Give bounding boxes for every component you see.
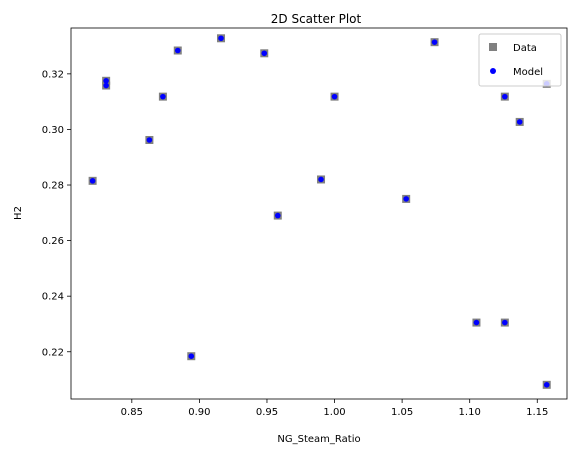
model-point — [146, 137, 153, 143]
y-tick-label: 0.32 — [42, 69, 64, 80]
y-tick-label: 0.22 — [42, 347, 64, 358]
x-tick-label: 1.15 — [526, 407, 548, 418]
model-point — [318, 176, 324, 183]
model-point — [261, 50, 268, 57]
x-tick-label: 0.90 — [188, 407, 210, 418]
legend-data-label: Data — [513, 43, 537, 54]
y-tick-label: 0.28 — [42, 181, 64, 192]
x-axis: 0.85 0.90 0.95 1.00 1.05 1.10 1.15 — [121, 399, 548, 418]
legend-box — [478, 33, 562, 87]
model-point — [274, 212, 281, 219]
y-tick-label: 0.24 — [42, 292, 64, 303]
legend-data-marker — [489, 43, 497, 51]
legend-model-label: Model — [513, 67, 543, 78]
model-point — [502, 93, 508, 100]
model-point — [403, 196, 409, 202]
model-point — [103, 78, 109, 84]
model-point — [473, 319, 480, 326]
model-series — [89, 35, 550, 388]
x-tick-label: 0.85 — [121, 407, 143, 418]
model-point — [516, 119, 523, 125]
x-tick-label: 1.10 — [459, 407, 481, 418]
model-point — [103, 82, 109, 89]
model-point — [218, 35, 224, 42]
model-point — [174, 47, 181, 54]
x-tick-label: 1.05 — [391, 407, 413, 418]
model-point — [331, 93, 338, 100]
model-point — [502, 319, 508, 326]
legend: Data Model — [478, 33, 562, 87]
model-point — [543, 382, 550, 388]
legend-model-marker — [490, 68, 496, 74]
data-series — [88, 34, 551, 389]
x-tick-label: 0.95 — [256, 407, 278, 418]
y-axis-label: H2 — [13, 206, 24, 220]
x-axis-label: NG_Steam_Ratio — [277, 434, 360, 445]
y-axis: 0.22 0.24 0.26 0.28 0.30 0.32 — [42, 69, 71, 358]
plot-frame — [70, 27, 568, 400]
chart-title: 2D Scatter Plot — [271, 12, 362, 26]
x-tick-label: 1.00 — [323, 407, 345, 418]
model-point — [431, 39, 438, 45]
y-tick-label: 0.30 — [42, 125, 64, 136]
model-point — [89, 178, 96, 184]
model-point — [188, 353, 195, 360]
y-tick-label: 0.26 — [42, 236, 64, 247]
model-point — [160, 93, 166, 100]
